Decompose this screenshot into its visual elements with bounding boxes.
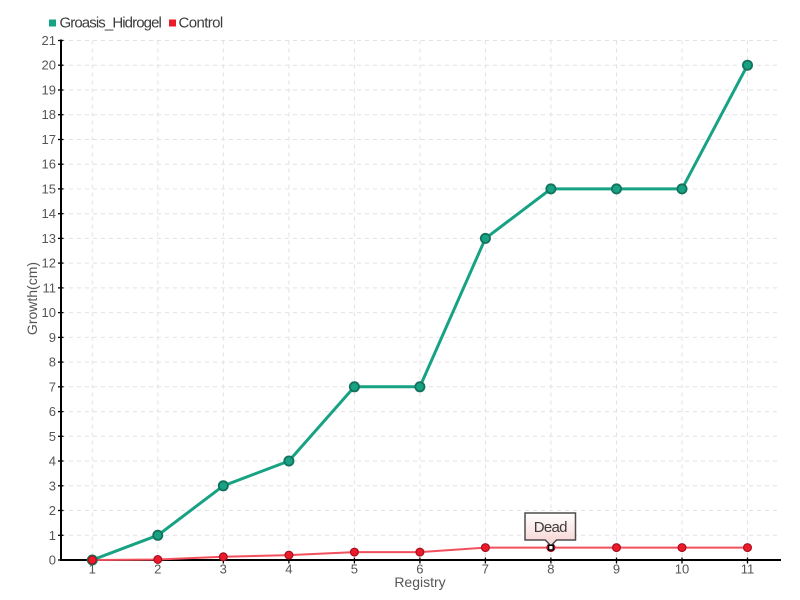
svg-text:4: 4 bbox=[49, 454, 56, 469]
svg-text:1: 1 bbox=[49, 528, 56, 543]
svg-text:19: 19 bbox=[42, 83, 56, 98]
svg-text:6: 6 bbox=[416, 562, 423, 577]
svg-text:8: 8 bbox=[49, 355, 56, 370]
svg-text:2: 2 bbox=[154, 562, 161, 577]
svg-text:11: 11 bbox=[741, 562, 755, 577]
svg-text:0: 0 bbox=[49, 553, 56, 568]
svg-text:Growth(cm): Growth(cm) bbox=[24, 262, 40, 335]
svg-text:9: 9 bbox=[49, 330, 56, 345]
svg-text:5: 5 bbox=[49, 429, 56, 444]
svg-text:4: 4 bbox=[285, 562, 292, 577]
svg-text:9: 9 bbox=[613, 562, 620, 577]
svg-text:5: 5 bbox=[351, 562, 358, 577]
svg-text:18: 18 bbox=[42, 107, 56, 122]
svg-text:14: 14 bbox=[42, 206, 56, 221]
svg-text:6: 6 bbox=[49, 404, 56, 419]
svg-text:12: 12 bbox=[42, 256, 56, 271]
svg-text:16: 16 bbox=[42, 157, 56, 172]
svg-text:3: 3 bbox=[49, 478, 56, 493]
svg-text:13: 13 bbox=[42, 231, 56, 246]
svg-text:21: 21 bbox=[42, 33, 56, 48]
svg-text:7: 7 bbox=[482, 562, 489, 577]
svg-text:Control: Control bbox=[179, 15, 223, 32]
svg-text:10: 10 bbox=[42, 305, 56, 320]
svg-text:1: 1 bbox=[89, 562, 96, 577]
svg-text:11: 11 bbox=[43, 280, 57, 295]
svg-text:Dead: Dead bbox=[534, 519, 567, 536]
svg-text:10: 10 bbox=[675, 562, 689, 577]
svg-text:7: 7 bbox=[49, 379, 56, 394]
svg-text:17: 17 bbox=[42, 132, 56, 147]
svg-text:2: 2 bbox=[49, 503, 56, 518]
svg-text:15: 15 bbox=[42, 181, 56, 196]
svg-text:3: 3 bbox=[220, 562, 227, 577]
svg-text:20: 20 bbox=[42, 58, 56, 73]
svg-text:Registry: Registry bbox=[394, 574, 445, 590]
svg-text:Groasis_Hidrogel: Groasis_Hidrogel bbox=[60, 15, 162, 32]
svg-text:8: 8 bbox=[547, 562, 554, 577]
